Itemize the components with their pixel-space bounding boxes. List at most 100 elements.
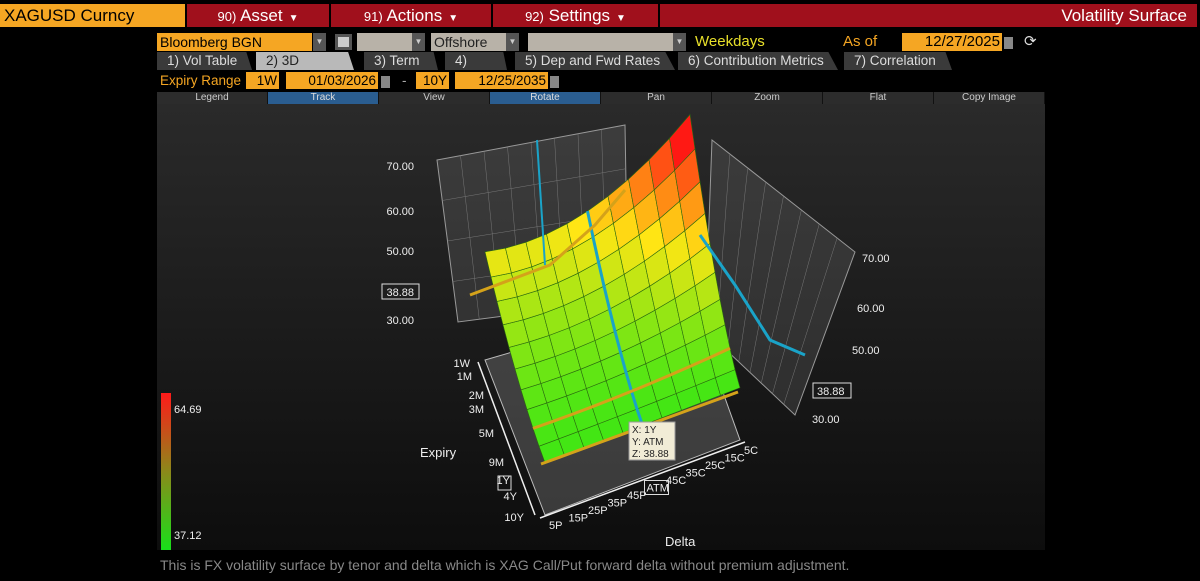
delta-axis-label: Delta: [665, 534, 696, 549]
delta-tick: 5C: [744, 445, 758, 457]
chevron-down-icon[interactable]: ▼: [506, 33, 519, 51]
location-select[interactable]: Offshore: [431, 33, 506, 51]
settings-menu[interactable]: 92) Settings ▼: [493, 4, 658, 27]
save-icon[interactable]: [335, 34, 352, 50]
delta-tick: 45C: [666, 475, 686, 487]
tooltip-x: X: 1Y: [632, 425, 657, 436]
tab-dep-fwd-rates[interactable]: 5) Dep and Fwd Rates: [515, 52, 675, 70]
delta-tick: 5P: [549, 520, 562, 532]
volatility-surface-chart[interactable]: 70.00 60.00 50.00 38.88 30.00 70.00 60.00 50.00…: [157, 104, 1045, 552]
tab-vol-table[interactable]: 1) Vol Table: [157, 52, 252, 70]
function-title: Volatility Surface: [660, 4, 1197, 27]
expiry-tick: 5M: [479, 428, 494, 440]
actions-num: 91): [363, 9, 383, 24]
delta-tick-highlight: [644, 480, 669, 495]
z-tick-highlight: [381, 283, 420, 300]
right-wall-grid: [738, 181, 766, 362]
delta-tick: 45P: [627, 490, 647, 502]
toolbar-rotate-button[interactable]: Rotate: [490, 92, 601, 104]
z-tick-left: 60.00: [386, 206, 414, 218]
asset-menu[interactable]: 90) Asset ▼: [187, 4, 329, 27]
expiry-tick: 2M: [469, 390, 484, 402]
expiry-tick: 4Y: [504, 491, 518, 503]
chevron-down-icon[interactable]: ▼: [412, 33, 425, 51]
toolbar-copy-image-button[interactable]: Copy Image: [934, 92, 1045, 104]
right-wall-projection: [698, 234, 806, 357]
tab-smile[interactable]: 4) Smile: [445, 52, 507, 70]
from-date-field[interactable]: 01/03/2026: [286, 72, 378, 89]
expiry-tick: 1M: [457, 371, 472, 383]
z-tick-left: 50.00: [386, 246, 414, 258]
z-tick-highlight: [812, 382, 852, 399]
blank-select-1[interactable]: [357, 33, 412, 51]
footnote: This is FX volatility surface by tenor a…: [160, 557, 850, 573]
as-of-date-field[interactable]: 12/27/2025: [902, 33, 1002, 51]
colorbar-min: 37.12: [174, 530, 202, 542]
toolbar-legend-button[interactable]: Legend: [157, 92, 268, 104]
expiry-axis: [477, 361, 536, 516]
to-tenor-field[interactable]: 10Y: [416, 72, 449, 89]
left-wall-atm-line: [536, 139, 546, 266]
tab-correlation[interactable]: 7) Correlation: [844, 52, 952, 70]
toolbar-pan-button[interactable]: Pan: [601, 92, 712, 104]
chevron-down-icon: ▼: [448, 13, 459, 24]
calendar-icon[interactable]: [550, 75, 559, 93]
chevron-down-icon: ▼: [288, 13, 299, 24]
expiry-tick: 1Y: [497, 475, 511, 487]
calendar-icon[interactable]: [1004, 36, 1013, 54]
colorbar-max: 64.69: [174, 404, 202, 416]
toolbar-view-button[interactable]: View: [379, 92, 490, 104]
delta-tick: 25C: [705, 460, 725, 472]
z-tick-right: 60.00: [857, 303, 885, 315]
from-tenor-field[interactable]: 1W: [246, 72, 279, 89]
right-wall-grid: [749, 195, 784, 373]
delta-tick: 35P: [608, 498, 628, 510]
expiry-axis-label: Expiry: [420, 445, 457, 460]
tab-3d-surface[interactable]: 2) 3D Surface: [256, 52, 354, 70]
z-tick-right: 30.00: [812, 414, 840, 426]
as-of-label: As of: [843, 33, 878, 50]
atm-track-line: [586, 210, 644, 426]
tab-contribution-metrics[interactable]: 6) Contribution Metrics: [678, 52, 838, 70]
calendar-icon[interactable]: [381, 75, 390, 93]
left-wall-grid: [442, 168, 626, 201]
actions-label: Actions: [386, 6, 443, 25]
delta-tick: 25P: [588, 505, 608, 517]
asset-num: 90): [217, 9, 237, 24]
settings-num: 92): [525, 9, 544, 24]
actions-menu[interactable]: 91) Actions ▼: [331, 4, 491, 27]
delta-axis: [539, 441, 746, 519]
right-wall-grid: [772, 223, 820, 394]
tab-term[interactable]: 3) Term: [364, 52, 438, 70]
range-separator: -: [402, 73, 407, 88]
delta-tick: 35C: [686, 468, 706, 480]
expiry-tick-highlight: [497, 475, 512, 491]
source-select[interactable]: Bloomberg BGN: [157, 33, 312, 51]
chevron-down-icon[interactable]: ▼: [313, 33, 326, 51]
z-tick-right: 70.00: [862, 253, 890, 265]
z-tick-left: 30.00: [386, 315, 414, 327]
right-wall-grid: [783, 237, 838, 405]
expiry-range-label: Expiry Range: [160, 73, 242, 88]
expiry-tick: 10Y: [504, 512, 524, 524]
surface-cell: [669, 113, 696, 171]
to-date-field[interactable]: 12/25/2035: [455, 72, 548, 89]
ticker-field[interactable]: XAGUSD Curncy: [0, 4, 185, 27]
expiry-tick: 9M: [489, 457, 504, 469]
toolbar-track-button[interactable]: Track: [268, 92, 379, 104]
chevron-down-icon[interactable]: ▼: [673, 33, 686, 51]
colorbar: [161, 393, 171, 552]
right-wall-grid: [727, 167, 748, 352]
delta-tick: 15P: [569, 513, 589, 525]
tooltip-z: Z: 38.88: [632, 449, 669, 460]
toolbar-zoom-button[interactable]: Zoom: [712, 92, 823, 104]
toolbar-flat-button[interactable]: Flat: [823, 92, 934, 104]
blank-select-2[interactable]: [528, 33, 673, 51]
delta-tick: 15C: [725, 453, 745, 465]
surface-svg[interactable]: 70.00 60.00 50.00 38.88 30.00 70.00 60.00 50.00…: [157, 104, 1045, 552]
tooltip-box: [628, 421, 676, 461]
calendar-label: Weekdays: [695, 33, 765, 50]
chevron-down-icon: ▼: [616, 13, 626, 24]
refresh-icon[interactable]: ⟳: [1024, 33, 1037, 50]
z-tick-right: 38.88: [817, 386, 845, 398]
